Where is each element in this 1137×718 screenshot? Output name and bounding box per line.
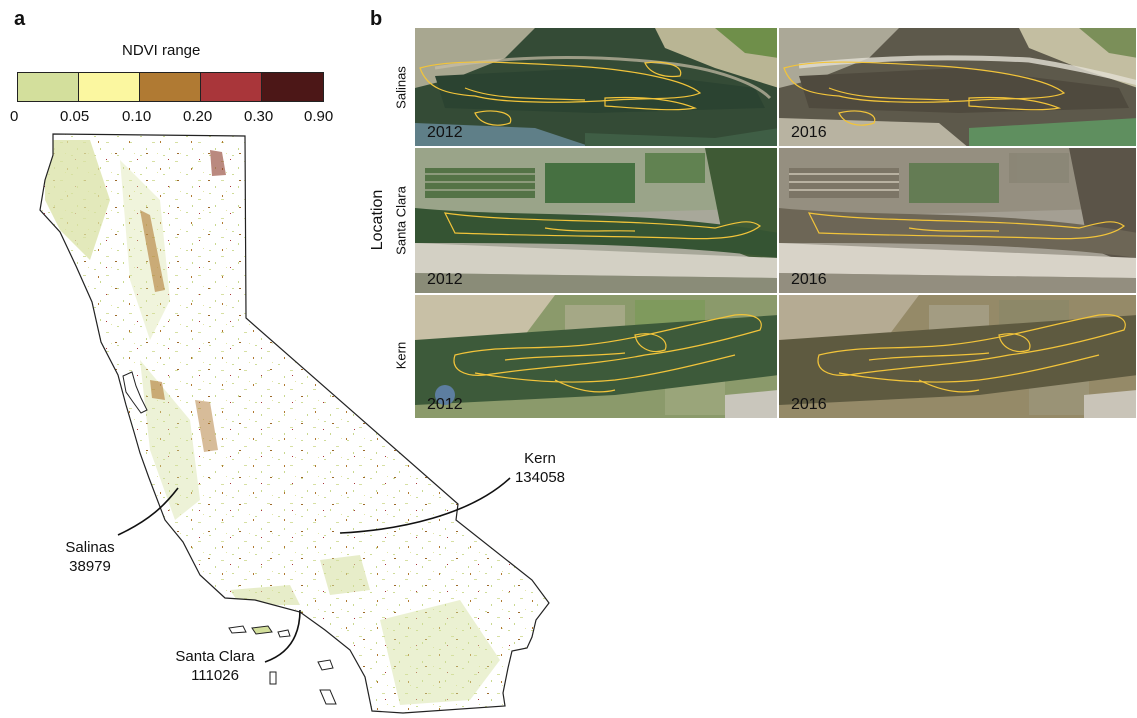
kern-callout: Kern 134058 — [500, 449, 580, 487]
legend-tick-1: 0.05 — [60, 108, 90, 125]
legend-bin-5 — [261, 72, 324, 102]
panel-b-label: b — [370, 8, 383, 30]
salinas-name: Salinas — [65, 539, 115, 556]
aerial-photo-kern-2012: 2012 — [414, 294, 778, 419]
legend-tick-0: 0 — [10, 108, 19, 125]
legend-tick-4: 0.30 — [244, 108, 274, 125]
salinas-callout: Salinas 38979 — [50, 538, 130, 576]
photo-year: 2012 — [427, 271, 463, 288]
legend-title: NDVI range — [122, 42, 201, 59]
photo-year: 2012 — [427, 124, 463, 141]
aerial-photo-santa-clara-2016: 2016 — [778, 147, 1137, 294]
photo-year: 2016 — [791, 396, 827, 413]
santa-clara-value: 111026 — [191, 667, 239, 684]
aerial-photo-santa-clara-2012: 2012 — [414, 147, 778, 294]
aerial-photo-salinas-2016: 2016 — [778, 27, 1137, 147]
row-label-salinas: Salinas — [393, 66, 409, 109]
island-outline — [317, 659, 334, 671]
legend-tick-5: 0.90 — [304, 108, 334, 125]
kern-callout-line — [339, 477, 511, 534]
santa-clara-callout: Santa Clara 111026 — [160, 647, 270, 685]
panel-a-label: a — [14, 8, 26, 30]
legend-tick-3: 0.20 — [183, 108, 213, 125]
location-axis-label: Location — [369, 189, 386, 251]
salinas-value: 38979 — [69, 558, 111, 575]
sf-bay-outline — [122, 371, 148, 414]
aerial-photo-kern-2016: 2016 — [778, 294, 1137, 419]
island-outline — [319, 689, 337, 705]
kern-value: 134058 — [514, 469, 566, 486]
island-outline — [277, 629, 291, 638]
photo-year: 2012 — [427, 396, 463, 413]
island-outline — [251, 625, 273, 635]
photo-year: 2016 — [791, 124, 827, 141]
aerial-photo-salinas-2012: 2012 — [414, 27, 778, 147]
photo-year: 2016 — [791, 271, 827, 288]
salinas-callout-line — [117, 487, 179, 536]
california-outline — [39, 133, 550, 714]
legend-bin-3 — [139, 72, 201, 102]
island-outline — [228, 625, 247, 634]
row-label-santa-clara: Santa Clara — [393, 186, 409, 255]
santa-clara-callout-line — [264, 609, 301, 663]
island-outline — [269, 671, 277, 685]
row-label-kern: Kern — [393, 341, 409, 370]
santa-clara-name: Santa Clara — [175, 648, 255, 665]
legend-tick-2: 0.10 — [122, 108, 152, 125]
kern-name: Kern — [524, 450, 556, 467]
legend-bin-4 — [200, 72, 262, 102]
